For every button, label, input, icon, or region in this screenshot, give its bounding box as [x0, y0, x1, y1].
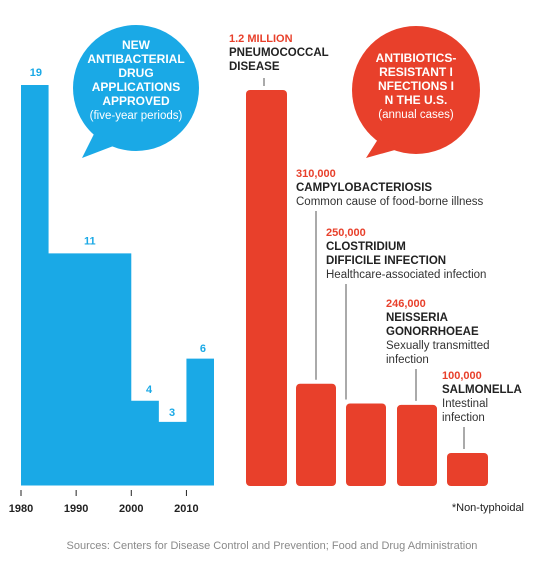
red-bubble-circle [352, 26, 480, 154]
bubble-title-line: APPLICATIONS [92, 80, 180, 94]
red-bar [346, 403, 386, 486]
footnote: *Non-typhoidal [452, 502, 524, 514]
category-name: CAMPYLOBACTERIOSIS [296, 182, 432, 194]
category-description: Common cause of food-borne illness [296, 196, 484, 208]
red-value-label: 246,000 [386, 298, 426, 310]
blue-step-area [21, 85, 214, 485]
red-value-label: 100,000 [442, 370, 482, 382]
red-bar [397, 404, 437, 486]
blue-chart-title: NEW ANTIBACTERIAL DRUG APPLICATIONS APPROVED… [87, 38, 184, 122]
red-bar [246, 90, 287, 486]
category-description: infection [386, 354, 429, 366]
red-value-label: 310,000 [296, 168, 336, 180]
blue-bubble-tail [82, 132, 116, 158]
bubble-subtitle: (annual cases) [378, 109, 454, 121]
category-name: PNEUMOCOCCAL [229, 47, 329, 59]
category-name: DISEASE [229, 61, 280, 73]
category-name: SALMONELLA [442, 384, 522, 396]
category-description: Sexually transmitted [386, 340, 490, 352]
red-bar [296, 383, 336, 486]
blue-step-chart: 19 11 4 3 6 1980 1990 2000 2010 [9, 67, 214, 515]
red-bubble-tail [366, 136, 402, 158]
sources-note: Sources: Centers for Disease Control and… [67, 540, 478, 552]
category-description: Intestinal [442, 398, 488, 410]
category-name: NEISSERIA [386, 312, 448, 324]
blue-value-label: 6 [200, 343, 206, 355]
x-tick-label: 2000 [119, 503, 143, 515]
blue-value-label: 19 [30, 67, 42, 79]
bubble-title-line: RESISTANT I [379, 65, 453, 79]
category-description: infection [442, 412, 485, 424]
bubble-subtitle: (five-year periods) [90, 110, 183, 122]
x-tick-label: 1990 [64, 503, 88, 515]
bubble-title-line: ANTIBACTERIAL [87, 52, 184, 66]
blue-bubble: NEW ANTIBACTERIAL DRUG APPLICATIONS APPROVED… [73, 25, 199, 158]
blue-value-label: 11 [84, 235, 96, 247]
bubble-title-line: DRUG [118, 66, 153, 80]
bubble-title-line: N THE U.S. [385, 93, 448, 107]
red-value-label: 250,000 [326, 227, 366, 239]
red-value-label: 1.2 MILLION [229, 33, 293, 45]
blue-value-label: 4 [146, 384, 153, 396]
bubble-title-line: APPROVED [102, 94, 170, 108]
category-name: CLOSTRIDIUM [326, 241, 406, 253]
red-bar [447, 453, 488, 486]
category-name: GONORRHOEAE [386, 326, 479, 338]
blue-bubble-circle [73, 25, 199, 151]
bubble-title-line: NFECTIONS I [378, 79, 454, 93]
category-description: Healthcare-associated infection [326, 269, 486, 281]
category-name: DIFFICILE INFECTION [326, 255, 446, 267]
x-tick-label: 1980 [9, 503, 33, 515]
bubble-title-line: NEW [122, 38, 151, 52]
x-tick-label: 2010 [174, 503, 198, 515]
red-bar-chart: 1.2 MILLION PNEUMOCOCCAL DISEASE 310,000 CAM… [229, 33, 522, 486]
bubble-title-line: ANTIBIOTICS- [376, 51, 457, 65]
blue-value-label: 3 [169, 407, 175, 419]
